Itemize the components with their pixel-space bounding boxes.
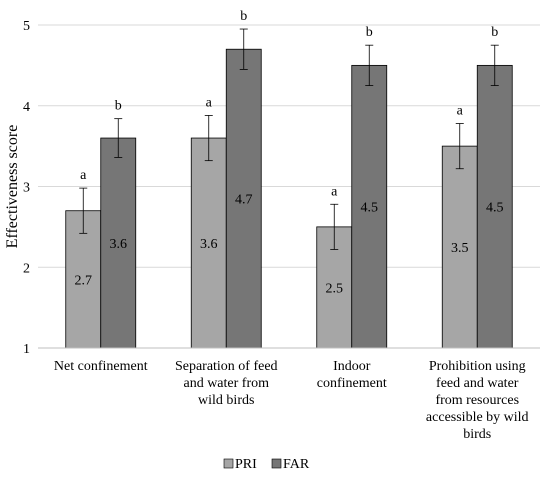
significance-label: a bbox=[331, 184, 338, 199]
significance-label: a bbox=[457, 104, 464, 119]
legend: PRI FAR bbox=[223, 457, 310, 472]
legend-swatch-pri bbox=[223, 458, 234, 469]
x-tick-label: Net confinement bbox=[54, 359, 148, 374]
value-label: 3.5 bbox=[451, 241, 469, 256]
value-label: 4.5 bbox=[361, 201, 379, 216]
value-label: 2.5 bbox=[326, 281, 344, 296]
y-tick-label: 4 bbox=[23, 100, 30, 115]
bars bbox=[65, 48, 513, 349]
bar-pri bbox=[441, 145, 478, 349]
bar-far bbox=[476, 64, 513, 349]
value-label: 3.6 bbox=[200, 237, 218, 252]
legend-label: FAR bbox=[283, 457, 310, 472]
significance-label: b bbox=[115, 99, 122, 114]
legend-swatch-far bbox=[271, 458, 282, 469]
significance-label: b bbox=[240, 9, 247, 24]
x-tick-label: Separation of feed and water from wild bir… bbox=[175, 359, 278, 408]
data-labels: a 2.7 b 3.6 a 3.6 b 4.7 a 2.5 b 4.5 a 3.5 b 4.5 bbox=[75, 9, 504, 296]
error-bars bbox=[79, 28, 499, 250]
value-label: 2.7 bbox=[75, 273, 93, 288]
significance-label: b bbox=[366, 25, 373, 40]
y-tick-label: 1 bbox=[23, 342, 30, 357]
y-tick-label: 3 bbox=[23, 181, 30, 196]
value-label: 4.5 bbox=[486, 201, 504, 216]
significance-label: a bbox=[80, 168, 87, 183]
value-label: 4.7 bbox=[235, 193, 253, 208]
y-tick-label: 5 bbox=[23, 19, 30, 34]
significance-label: a bbox=[206, 95, 213, 110]
legend-label: PRI bbox=[235, 457, 257, 472]
value-label: 3.6 bbox=[110, 237, 128, 252]
x-tick-label: Prohibition using feed and water from reso… bbox=[426, 359, 529, 442]
y-tick-label: 2 bbox=[23, 261, 30, 276]
significance-label: b bbox=[491, 25, 498, 40]
y-axis-title: Effectiveness score bbox=[4, 125, 21, 249]
axes: 1 2 3 4 5 Effectiveness score Net confinement S… bbox=[4, 19, 540, 442]
x-tick-label: Indoor confinement bbox=[317, 359, 387, 391]
